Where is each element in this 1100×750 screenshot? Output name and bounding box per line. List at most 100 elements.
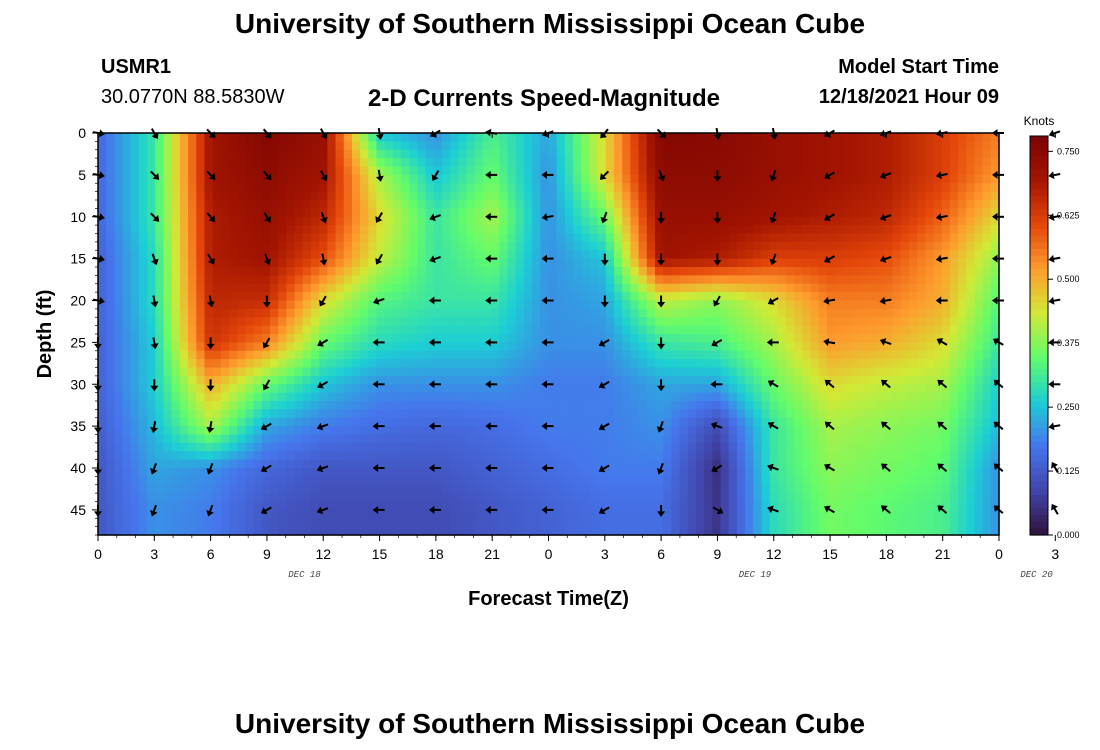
heatmap-cell — [523, 133, 533, 142]
heatmap-cell — [564, 334, 574, 343]
heatmap-cell — [597, 258, 607, 268]
heatmap-cell — [261, 468, 271, 477]
heatmap-cell — [237, 233, 247, 243]
heatmap-cell — [220, 141, 230, 151]
heatmap-cell — [646, 501, 656, 511]
heatmap-cell — [900, 442, 910, 452]
heatmap-cell — [777, 359, 787, 369]
heatmap-cell — [368, 183, 378, 193]
heatmap-cell — [630, 149, 640, 159]
heatmap-cell — [876, 468, 885, 477]
heatmap-cell — [908, 442, 918, 452]
heatmap-cell — [392, 476, 402, 486]
heatmap-cell — [147, 451, 156, 461]
heatmap-cell — [294, 359, 304, 369]
heatmap-cell — [761, 200, 771, 209]
heatmap-cell — [794, 250, 804, 260]
heatmap-cell — [245, 317, 255, 327]
heatmap-cell — [433, 317, 443, 327]
heatmap-cell — [442, 250, 451, 260]
heatmap-cell — [867, 350, 877, 360]
heatmap-cell — [982, 317, 992, 327]
heatmap-cell — [278, 350, 287, 360]
heatmap-cell — [261, 392, 271, 402]
heatmap-cell — [933, 484, 943, 494]
heatmap-cell — [597, 350, 607, 360]
heatmap-cell — [573, 476, 582, 486]
heatmap-cell — [597, 191, 607, 201]
heatmap-cell — [581, 384, 591, 394]
heatmap-cell — [933, 258, 943, 268]
heatmap-cell — [859, 166, 869, 176]
heatmap-cell — [966, 233, 976, 243]
heatmap-cell — [695, 300, 705, 310]
heatmap-cell — [163, 208, 173, 218]
heatmap-cell — [360, 451, 369, 461]
heatmap-cell — [302, 267, 312, 276]
heatmap-cell — [646, 216, 656, 226]
heatmap-cell — [974, 392, 984, 402]
heatmap-cell — [482, 200, 492, 209]
heatmap-cell — [630, 308, 640, 318]
heatmap-cell — [966, 451, 976, 461]
heatmap-cell — [138, 359, 148, 369]
heatmap-cell — [728, 308, 738, 318]
heatmap-cell — [450, 267, 459, 276]
heatmap-cell — [597, 158, 607, 168]
heatmap-cell — [622, 367, 632, 377]
heatmap-cell — [343, 275, 353, 285]
heatmap-cell — [98, 392, 107, 402]
heatmap-cell — [941, 392, 951, 402]
heatmap-cell — [884, 451, 894, 461]
heatmap-cell — [450, 166, 459, 176]
heatmap-cell — [482, 375, 492, 385]
heatmap-cell — [573, 401, 582, 410]
heatmap-cell — [360, 133, 369, 142]
heatmap-cell — [810, 267, 820, 276]
heatmap-cell — [253, 468, 263, 477]
heatmap-cell — [704, 350, 713, 360]
heatmap-cell — [654, 417, 664, 427]
heatmap-cell — [917, 267, 926, 276]
heatmap-cell — [646, 392, 656, 402]
heatmap-cell — [859, 384, 869, 394]
heatmap-cell — [941, 300, 951, 310]
heatmap-cell — [319, 183, 328, 193]
heatmap-cell — [540, 267, 550, 276]
heatmap-cell — [966, 292, 976, 302]
heatmap-cell — [867, 200, 877, 209]
heatmap-cell — [769, 149, 779, 159]
heatmap-cell — [237, 275, 247, 285]
heatmap-cell — [319, 166, 328, 176]
heatmap-cell — [605, 493, 615, 503]
heatmap-cell — [884, 233, 894, 243]
heatmap-cell — [138, 275, 148, 285]
heatmap-cell — [507, 250, 517, 260]
heatmap-cell — [442, 216, 451, 226]
heatmap-cell — [663, 267, 672, 276]
heatmap-cell — [622, 501, 632, 511]
heatmap-cell — [392, 267, 402, 276]
heatmap-cell — [188, 476, 197, 486]
heatmap-cell — [245, 283, 255, 293]
heatmap-cell — [130, 174, 140, 184]
heatmap-cell — [794, 241, 804, 251]
heatmap-cell — [442, 501, 451, 511]
heatmap-cell — [376, 384, 386, 394]
heatmap-cell — [843, 451, 853, 461]
heatmap-cell — [884, 241, 894, 251]
heatmap-cell — [523, 468, 533, 477]
heatmap-cell — [630, 350, 640, 360]
heatmap-cell — [605, 258, 615, 268]
heatmap-cell — [384, 174, 394, 184]
heatmap-cell — [179, 258, 189, 268]
heatmap-cell — [261, 401, 271, 410]
heatmap-cell — [605, 292, 615, 302]
heatmap-cell — [147, 225, 156, 235]
heatmap-cell — [761, 308, 771, 318]
heatmap-cell — [433, 300, 443, 310]
heatmap-cell — [589, 359, 599, 369]
heatmap-cell — [990, 308, 1000, 318]
heatmap-cell — [826, 442, 836, 452]
heatmap-cell — [794, 283, 804, 293]
